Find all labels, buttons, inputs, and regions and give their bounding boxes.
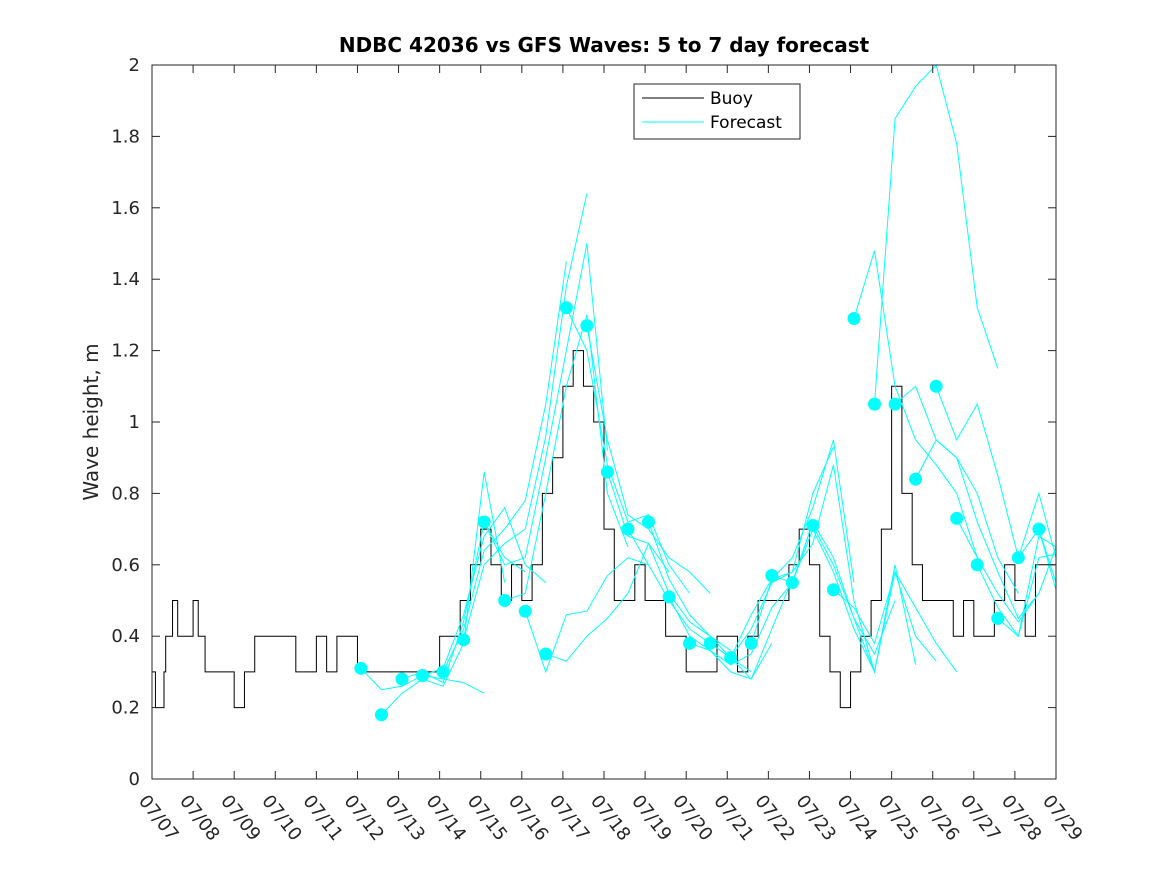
forecast-point bbox=[724, 651, 738, 665]
forecast-run-line bbox=[586, 325, 711, 594]
y-tick-label: 0.2 bbox=[111, 698, 140, 719]
forecast-run-line bbox=[442, 261, 567, 673]
forecast-point bbox=[416, 668, 430, 682]
forecast-point bbox=[1011, 551, 1025, 565]
forecast-point bbox=[785, 576, 799, 590]
y-tick-label: 0 bbox=[129, 769, 140, 790]
forecast-points bbox=[354, 301, 1046, 722]
forecast-point bbox=[374, 708, 388, 722]
forecast-run-line bbox=[997, 535, 1057, 638]
forecast-run-line bbox=[833, 570, 958, 673]
forecast-point bbox=[642, 515, 656, 529]
chart-title: NDBC 42036 vs GFS Waves: 5 to 7 day fore… bbox=[339, 33, 870, 57]
y-tick-label: 1.2 bbox=[111, 341, 140, 362]
forecast-run-line bbox=[483, 243, 608, 566]
buoy-line bbox=[152, 350, 1056, 709]
forecast-point bbox=[1032, 522, 1046, 536]
forecast-point bbox=[457, 633, 471, 647]
plot-area bbox=[152, 64, 1057, 722]
forecast-point bbox=[703, 636, 717, 650]
forecast-point bbox=[683, 636, 697, 650]
forecast-run-line bbox=[730, 439, 855, 658]
forecast-point bbox=[559, 301, 573, 315]
forecast-point bbox=[518, 604, 532, 618]
forecast-point bbox=[539, 647, 553, 661]
forecast-run-line bbox=[463, 193, 588, 640]
y-axis-label: Wave height, m bbox=[79, 343, 103, 500]
forecast-run-line bbox=[381, 471, 506, 716]
forecast-run-line bbox=[812, 525, 937, 674]
legend-forecast-label: Forecast bbox=[710, 113, 782, 133]
buoy-series bbox=[152, 350, 1056, 709]
forecast-point bbox=[600, 465, 614, 479]
forecast-point bbox=[744, 636, 758, 650]
y-tick-label: 0.4 bbox=[111, 626, 140, 647]
forecast-point bbox=[580, 319, 594, 333]
forecast-point bbox=[395, 672, 409, 686]
y-tick-label: 1.8 bbox=[111, 126, 140, 147]
y-tick-label: 1.4 bbox=[111, 269, 140, 290]
forecast-run-line bbox=[956, 518, 1057, 623]
forecast-point bbox=[765, 569, 779, 583]
forecast-point bbox=[354, 661, 368, 675]
forecast-point bbox=[950, 511, 964, 525]
forecast-run-line bbox=[915, 439, 1040, 620]
forecast-point bbox=[888, 397, 902, 411]
forecast-point bbox=[868, 397, 882, 411]
y-axis: 0 0.2 0.4 0.6 0.8 1 1.2 1.4 1.6 1.8 2 bbox=[111, 55, 1056, 790]
forecast-point bbox=[806, 519, 820, 533]
forecast-run-line bbox=[565, 307, 691, 594]
forecast-point bbox=[909, 472, 923, 486]
forecast-run-line bbox=[668, 578, 793, 680]
y-tick-label: 1.6 bbox=[111, 198, 140, 219]
y-tick-label: 1 bbox=[129, 412, 140, 433]
forecast-point bbox=[621, 522, 635, 536]
forecast-point bbox=[847, 311, 861, 325]
legend-buoy-label: Buoy bbox=[710, 89, 753, 109]
forecast-run-line bbox=[853, 250, 978, 558]
forecast-point bbox=[826, 583, 840, 597]
forecast-run-line bbox=[524, 557, 649, 674]
y-tick-label: 0.8 bbox=[111, 483, 140, 504]
forecast-point bbox=[970, 558, 984, 572]
forecast-point bbox=[498, 594, 512, 607]
forecast-point bbox=[991, 611, 1005, 625]
forecast-point bbox=[662, 590, 676, 604]
forecast-point bbox=[477, 515, 491, 529]
forecast-run-line bbox=[1017, 491, 1057, 558]
y-tick-label: 0.6 bbox=[111, 555, 140, 576]
legend-box bbox=[633, 83, 801, 140]
forecast-point bbox=[929, 379, 943, 393]
y-tick-label: 2 bbox=[129, 55, 140, 76]
forecast-point bbox=[436, 665, 450, 679]
legend: Buoy Forecast bbox=[633, 83, 801, 140]
forecast-run-line bbox=[1038, 528, 1057, 583]
forecast-run-line bbox=[504, 314, 629, 601]
